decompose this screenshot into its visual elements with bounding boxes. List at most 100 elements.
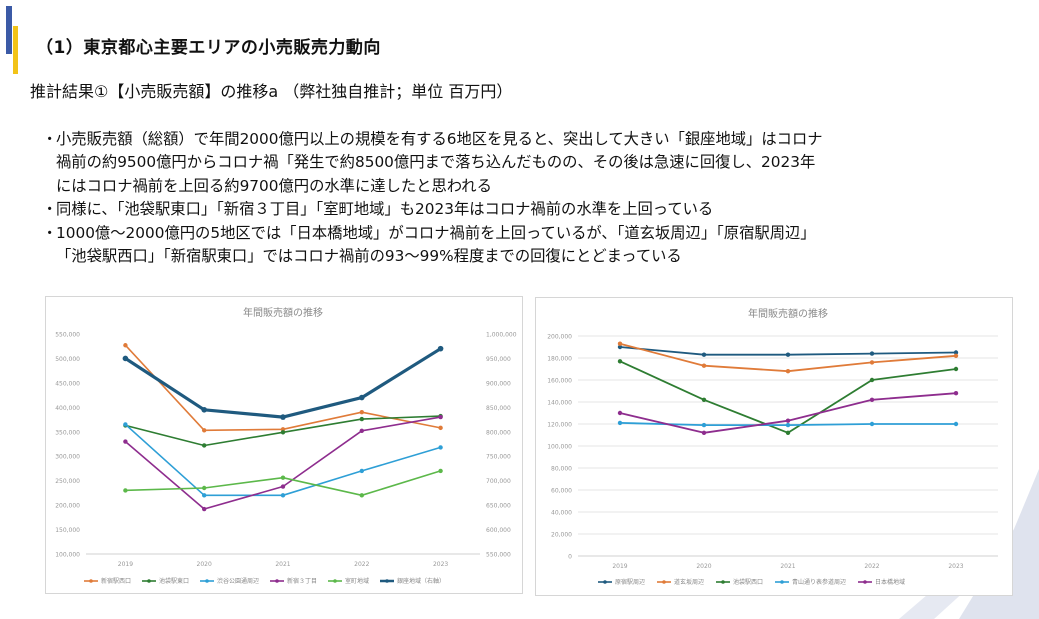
x-tick-label: 2020	[197, 561, 212, 568]
data-point	[202, 485, 207, 491]
y-tick-label: 200,000	[55, 503, 80, 510]
data-point	[201, 406, 207, 413]
data-point	[123, 439, 128, 444]
chart-left-panel: 年間販売額の推移 100,000 150,000 200,000 250,000 300,…	[45, 296, 523, 594]
legend-marker	[275, 579, 279, 583]
legend-label: 池袋駅東口	[159, 577, 189, 585]
y-tick-label: 100,000	[547, 444, 572, 451]
data-point	[869, 397, 875, 402]
data-point	[953, 353, 959, 358]
legend-marker	[385, 579, 389, 583]
data-point	[123, 488, 128, 493]
data-point	[701, 352, 707, 357]
y2-tick-label: 950,000	[486, 356, 511, 363]
legend-entry: 池袋駅東口	[142, 577, 189, 585]
legend-marker	[205, 579, 209, 583]
legend-label: 新宿駅西口	[101, 577, 131, 585]
data-point	[359, 394, 365, 401]
data-point	[785, 430, 791, 435]
x-tick-label: 2023	[433, 561, 448, 568]
y2-tick-label: 900,000	[486, 380, 511, 387]
legend-marker	[863, 580, 867, 584]
data-point	[280, 493, 286, 498]
legend-entry: 池袋駅西口	[716, 578, 763, 586]
bullet-line: 禍前の約9500億円からコロナ禍「発生で約8500億円まで落ち込んだものの、その…	[56, 153, 816, 172]
chart-left: 年間販売額の推移 100,000 150,000 200,000 250,000 300,…	[55, 306, 517, 585]
bullet-list: ・ 小売販売額（総額）で年間2000億円以上の規模を有する6地区を見ると、突出し…	[42, 128, 1032, 268]
data-point	[617, 410, 623, 416]
legend-entry: 新宿駅西口	[84, 577, 131, 585]
data-point	[869, 351, 875, 356]
data-point	[953, 350, 959, 355]
chart-title: 年間販売額の推移	[243, 306, 323, 319]
y-tick-label: 180,000	[547, 356, 572, 363]
chart-right: 年間販売額の推移 0 20,000 40,000 60,000 80,000 100,000…	[547, 307, 998, 586]
data-point	[123, 422, 128, 427]
chart-title: 年間販売額の推移	[748, 307, 828, 320]
data-point	[280, 484, 286, 489]
y-tick-label: 200,000	[547, 334, 572, 341]
legend-entry: 銀座地域（右軸）	[380, 577, 445, 585]
x-tick-label: 2022	[354, 561, 369, 568]
data-point	[280, 475, 286, 480]
legend-marker	[603, 580, 607, 584]
bullet-line: 同様に、「池袋駅東口」「新宿３丁目」「室町地域」も2023年はコロナ禍前の水準を…	[56, 200, 714, 219]
data-point	[359, 493, 364, 498]
legend-label: 原宿駅周辺	[615, 578, 645, 586]
y2-tick-label: 1,000,000	[486, 332, 517, 339]
y-tick-label: 400,000	[55, 405, 80, 412]
y-tick-label: 550,000	[55, 332, 80, 339]
y-tick-label: 150,000	[55, 527, 80, 534]
data-point	[438, 445, 443, 450]
x-tick-label: 2021	[275, 561, 290, 568]
data-point	[438, 468, 443, 474]
bullet-item: ・ 小売販売額（総額）で年間2000億円以上の規模を有する6地区を見ると、突出し…	[42, 128, 1032, 198]
data-point	[617, 420, 623, 426]
bullet-line: 「池袋駅西口」「新宿駅東口」ではコロナ禍前の93～99%程度までの回復にとどまっ…	[56, 247, 682, 266]
bullet-line: にはコロナ禍前を上回る約9700億円の水準に達したと思われる	[56, 176, 492, 195]
legend-label: 室町地域	[345, 577, 369, 585]
accent-bar-blue	[6, 6, 12, 54]
subtitle: 推計結果①【小売販売額】の推移a （弊社独自推計；単位 百万円）	[30, 82, 513, 101]
data-point	[280, 430, 286, 435]
data-point	[359, 410, 364, 415]
series-line	[125, 470, 441, 497]
data-point	[701, 422, 707, 428]
legend-label: 渋谷公園通周辺	[217, 577, 259, 585]
data-point	[437, 345, 444, 352]
x-tick-label: 2021	[780, 563, 795, 570]
y-tick-label: 350,000	[55, 429, 80, 436]
data-point	[280, 414, 286, 420]
y-tick-label: 450,000	[55, 380, 80, 387]
y2-tick-label: 800,000	[486, 429, 511, 436]
accent-bar-yellow	[13, 26, 18, 74]
y-tick-label: 140,000	[547, 400, 572, 407]
bullet-mark: ・	[42, 200, 58, 219]
data-point	[953, 391, 959, 396]
data-point	[359, 468, 364, 474]
data-point	[202, 506, 207, 512]
bullet-mark: ・	[42, 223, 58, 242]
bullet-item: ・ 同様に、「池袋駅東口」「新宿３丁目」「室町地域」も2023年はコロナ禍前の水…	[42, 198, 1032, 221]
legend-label: 銀座地域（右軸）	[397, 577, 445, 585]
y-tick-label: 40,000	[551, 510, 572, 517]
y-tick-label: 80,000	[551, 466, 572, 473]
legend-marker	[333, 579, 337, 583]
y2-tick-label: 750,000	[486, 454, 511, 461]
data-point	[359, 416, 364, 422]
y-tick-label: 60,000	[551, 488, 572, 495]
legend-entry: 道玄坂周辺	[657, 578, 704, 586]
y-tick-label: 500,000	[55, 356, 80, 363]
data-point	[785, 369, 791, 374]
y-tick-label: 20,000	[551, 532, 572, 539]
legend-marker	[662, 580, 666, 584]
data-point	[123, 343, 128, 348]
legend-label: 青山通り表参道周辺	[792, 578, 846, 586]
legend-entry: 新宿３丁目	[270, 577, 317, 585]
legend-entry: 渋谷公園通周辺	[200, 577, 259, 585]
data-point	[785, 422, 791, 428]
legend-marker	[89, 579, 93, 583]
chart-right-panel: 年間販売額の推移 0 20,000 40,000 60,000 80,000 100,000…	[535, 297, 1013, 596]
y2-tick-label: 600,000	[486, 527, 511, 534]
data-point	[202, 493, 207, 498]
